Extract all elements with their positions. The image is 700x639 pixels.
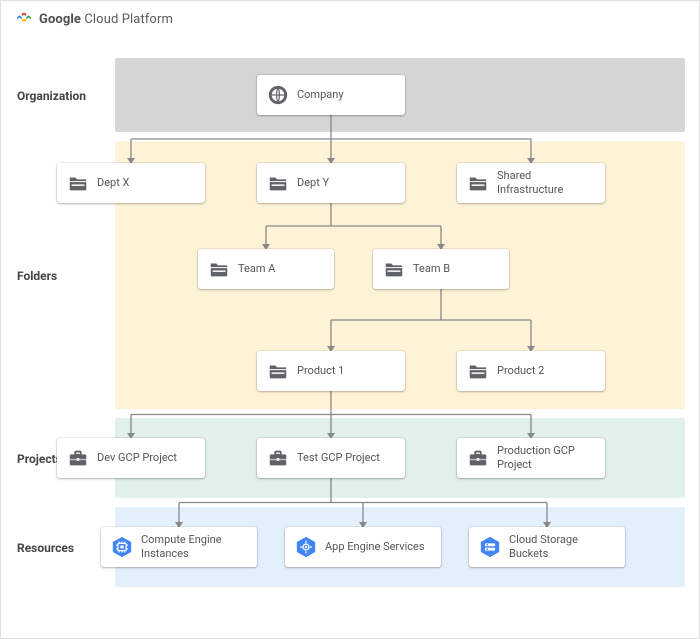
node-storage: Cloud Storage Buckets: [469, 527, 625, 567]
node-label: Dept Y: [297, 176, 329, 190]
gcp-logo-icon: [15, 9, 33, 30]
node-compute: Compute Engine Instances: [101, 527, 257, 567]
hex-storage-icon: [479, 536, 501, 558]
gcp-brand-header: Google Cloud Platform: [15, 9, 173, 30]
briefcase-icon: [267, 447, 289, 469]
node-label: Team B: [413, 262, 450, 276]
node-label: Company: [297, 88, 344, 102]
node-teamA: Team A: [198, 249, 334, 289]
resources-label: Resources: [17, 541, 107, 555]
node-label: Compute Engine Instances: [141, 533, 247, 561]
node-prodGCP: Production GCP Project: [457, 438, 605, 478]
node-product2: Product 2: [457, 351, 605, 391]
node-shared: Shared Infrastructure: [457, 163, 605, 203]
briefcase-icon: [67, 447, 89, 469]
node-testGCP: Test GCP Project: [257, 438, 405, 478]
folder-icon: [467, 360, 489, 382]
node-product1: Product 1: [257, 351, 405, 391]
node-devGCP: Dev GCP Project: [57, 438, 205, 478]
briefcase-icon: [467, 447, 489, 469]
node-appeng: App Engine Services: [285, 527, 441, 567]
folder-icon: [208, 258, 230, 280]
node-teamB: Team B: [373, 249, 509, 289]
folder-icon: [267, 172, 289, 194]
node-company: Company: [257, 75, 405, 115]
globe-icon: [267, 84, 289, 106]
node-label: Team A: [238, 262, 275, 276]
node-label: App Engine Services: [325, 540, 425, 554]
node-label: Dept X: [97, 176, 129, 190]
folder-icon: [267, 360, 289, 382]
organization-label: Organization: [17, 89, 107, 103]
folder-icon: [383, 258, 405, 280]
folder-icon: [67, 172, 89, 194]
hex-app-icon: [295, 536, 317, 558]
node-label: Product 2: [497, 364, 544, 378]
node-label: Production GCP Project: [497, 444, 595, 472]
diagram-canvas: Google Cloud Platform Organization Folde…: [0, 0, 700, 639]
node-deptX: Dept X: [57, 163, 205, 203]
node-label: Product 1: [297, 364, 344, 378]
node-label: Shared Infrastructure: [497, 169, 595, 197]
hex-compute-icon: [111, 536, 133, 558]
node-deptY: Dept Y: [257, 163, 405, 203]
node-label: Cloud Storage Buckets: [509, 533, 615, 561]
folder-icon: [467, 172, 489, 194]
node-label: Dev GCP Project: [97, 451, 177, 465]
brand-bold: Google: [39, 12, 81, 27]
brand-text: Google Cloud Platform: [39, 12, 173, 27]
folders-label: Folders: [17, 269, 107, 283]
brand-rest: Cloud Platform: [84, 12, 173, 27]
node-label: Test GCP Project: [297, 451, 380, 465]
